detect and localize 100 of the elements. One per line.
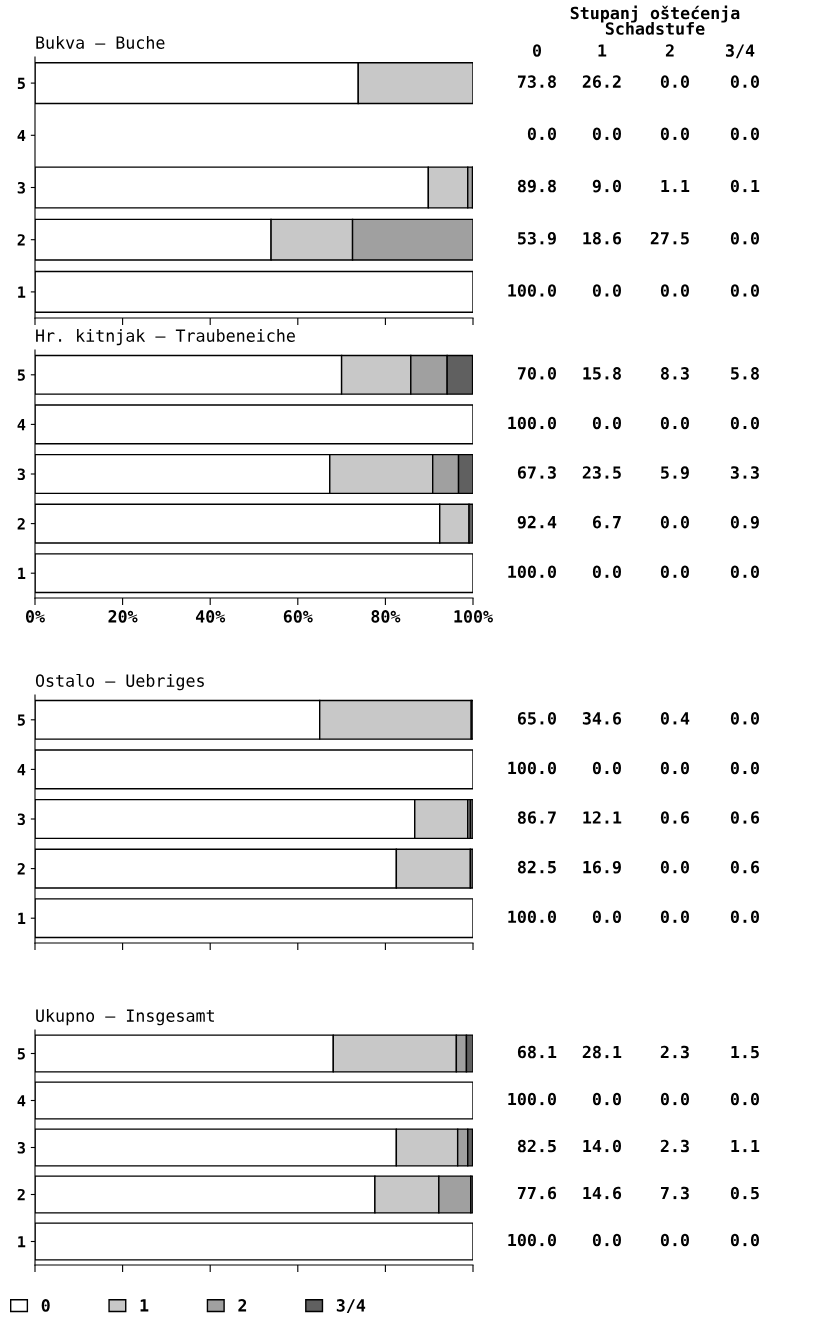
y-tick-label: 5 <box>17 714 25 726</box>
data-label: 100.0 <box>508 761 556 775</box>
data-label: 0.0 <box>730 565 759 579</box>
text: 0 <box>532 44 542 57</box>
legend-label: 0 <box>41 1299 50 1312</box>
legend-label: 1 <box>140 1299 149 1312</box>
text: Schadstufe <box>605 21 705 35</box>
data-label: 34.6 <box>582 712 622 725</box>
x-tick-label: 40% <box>195 610 226 623</box>
data-label: 8.3 <box>660 367 689 380</box>
data-label: 28.1 <box>582 1045 622 1059</box>
data-label: 27.5 <box>650 231 689 245</box>
legend-label: 2 <box>238 1299 247 1312</box>
data-label: 100.0 <box>508 565 556 579</box>
x-tick-label: 100% <box>454 610 493 623</box>
data-label: 3.3 <box>730 466 759 479</box>
data-label: 0.0 <box>592 127 621 141</box>
y-tick-label: 2 <box>17 518 25 530</box>
data-label: 0.0 <box>730 75 759 88</box>
data-label: 0.0 <box>592 416 621 430</box>
text: 1 <box>598 44 607 57</box>
data-label: 0.0 <box>730 284 759 297</box>
y-tick-label: 4 <box>17 764 26 776</box>
y-tick-label: 1 <box>18 1236 26 1248</box>
data-label: 9.0 <box>592 179 621 193</box>
y-tick-label: 1 <box>18 567 26 579</box>
y-tick-label: 3 <box>17 813 25 826</box>
data-label: 0.0 <box>730 127 759 141</box>
x-tick-label: 80% <box>371 610 401 623</box>
y-tick-label: 5 <box>17 369 25 381</box>
data-label: 0.0 <box>592 284 621 297</box>
data-label: 100.0 <box>508 416 556 430</box>
data-label: 73.8 <box>517 75 556 88</box>
data-label: 0.5 <box>730 1186 759 1200</box>
chart-title: Bukva – Buche <box>36 36 165 49</box>
data-label: 0.0 <box>730 910 759 924</box>
data-label: 82.5 <box>517 860 556 874</box>
data-label: 0.0 <box>592 565 621 579</box>
y-tick-label: 3 <box>17 181 25 194</box>
x-tick-label: 60% <box>283 610 313 623</box>
data-label: 86.7 <box>517 811 556 824</box>
data-label: 2.3 <box>660 1139 689 1153</box>
data-label: 89.8 <box>517 179 556 193</box>
legend-label: 3/4 <box>336 1299 366 1314</box>
data-label: 0.0 <box>730 1233 759 1247</box>
data-label: 0.1 <box>730 179 760 193</box>
y-tick-label: 1 <box>18 286 26 298</box>
data-label: 100.0 <box>508 1092 556 1106</box>
chart-title: Ukupno – Insgesamt <box>36 1009 214 1026</box>
data-label: 77.6 <box>517 1186 557 1200</box>
data-label: 0.0 <box>592 1233 621 1247</box>
y-tick-label: 3 <box>17 468 25 481</box>
data-label: 0.0 <box>730 416 759 430</box>
data-label: 0.0 <box>592 1092 621 1106</box>
data-label: 68.1 <box>517 1045 557 1059</box>
data-label: 53.9 <box>518 231 556 245</box>
text: 2 <box>665 44 674 57</box>
data-label: 0.0 <box>592 910 621 924</box>
data-label: 5.9 <box>661 466 689 479</box>
data-label: 0.0 <box>660 565 689 579</box>
data-label: 65.0 <box>517 712 556 725</box>
y-tick-label: 2 <box>17 1188 25 1201</box>
x-tick-label: 0% <box>25 610 45 623</box>
data-label: 6.7 <box>592 515 621 529</box>
y-tick-label: 4 <box>17 419 26 431</box>
data-label: 0.6 <box>660 811 690 824</box>
data-label: 0.0 <box>660 127 689 141</box>
data-label: 14.6 <box>583 1186 622 1200</box>
data-label: 1.5 <box>731 1045 759 1059</box>
data-label: 0.0 <box>660 1233 689 1247</box>
data-label: 1.1 <box>731 1139 760 1153</box>
data-label: 0.0 <box>592 761 621 775</box>
data-label: 82.5 <box>517 1139 556 1153</box>
data-label: 0.0 <box>660 860 689 874</box>
y-tick-label: 4 <box>17 129 26 142</box>
data-label: 0.6 <box>730 811 760 824</box>
y-tick-label: 4 <box>17 1095 26 1107</box>
data-label: 1.1 <box>661 179 690 193</box>
data-label: 15.8 <box>583 367 621 380</box>
data-label: 92.4 <box>517 515 557 529</box>
data-label: 0.6 <box>730 860 760 874</box>
data-label: 0.0 <box>660 416 689 430</box>
data-label: 0.0 <box>660 910 689 924</box>
data-label: 0.0 <box>660 515 689 529</box>
data-label: 0.0 <box>660 1092 689 1106</box>
data-label: 23.5 <box>582 466 621 479</box>
data-label: 26.2 <box>582 75 621 88</box>
chart-title: Hr. kitnjak – Traubeneiche <box>36 329 295 346</box>
data-label: 70.0 <box>517 367 556 380</box>
data-label: 12.1 <box>583 811 622 824</box>
data-label: 0.0 <box>730 231 759 245</box>
data-label: 0.0 <box>660 284 689 297</box>
y-tick-label: 2 <box>17 863 25 875</box>
data-label: 0.0 <box>660 761 689 775</box>
data-label: 0.0 <box>730 761 759 775</box>
data-label: 5.8 <box>731 367 759 380</box>
data-label: 14.0 <box>583 1139 621 1153</box>
y-tick-label: 3 <box>17 1141 25 1154</box>
y-tick-label: 1 <box>18 912 26 924</box>
data-label: 100.0 <box>508 284 556 297</box>
